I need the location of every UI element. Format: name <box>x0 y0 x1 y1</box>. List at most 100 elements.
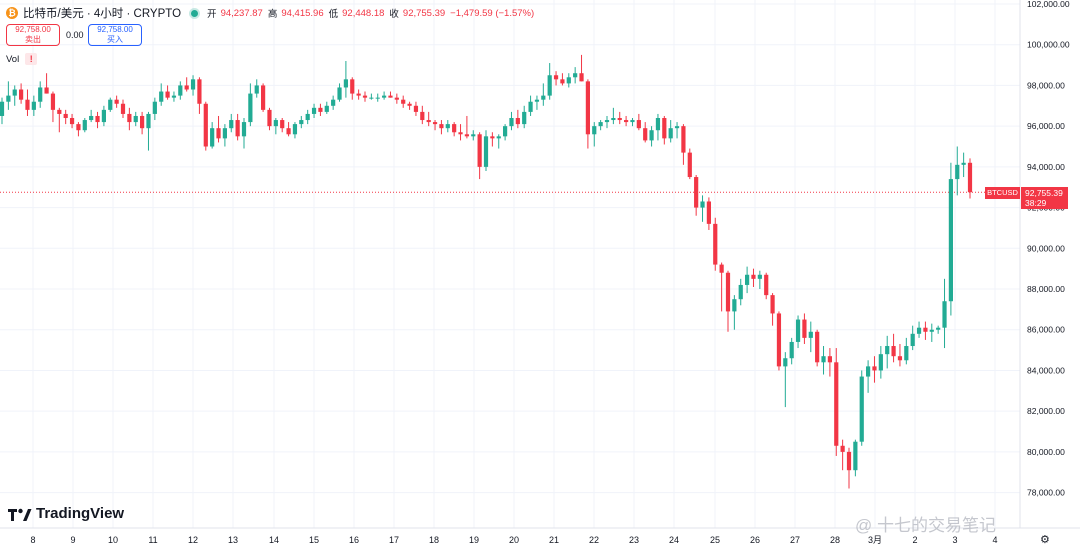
candle <box>617 111 622 125</box>
time-tick-label: 19 <box>469 535 479 545</box>
time-tick-label: 15 <box>309 535 319 545</box>
candle <box>674 122 680 139</box>
candle-body <box>585 81 590 135</box>
candle-body <box>910 333 915 347</box>
candle <box>140 111 145 135</box>
candle-body <box>210 128 215 147</box>
time-tick-label: 24 <box>669 535 679 545</box>
candle-body <box>458 132 463 135</box>
candle <box>834 348 839 456</box>
candle <box>267 107 272 131</box>
candle <box>573 67 578 84</box>
candle-body <box>522 111 527 125</box>
candle-body <box>815 331 820 363</box>
time-tick-label: 12 <box>188 535 198 545</box>
candle <box>859 370 864 446</box>
candle <box>725 270 731 332</box>
candle <box>553 71 559 86</box>
candle-body <box>808 331 813 338</box>
price-tick-label: 82,000.00 <box>1027 406 1065 416</box>
candle-body <box>82 120 87 131</box>
candle <box>948 162 953 316</box>
candle-body <box>343 79 348 88</box>
candle <box>426 111 431 127</box>
candle-body <box>674 126 680 129</box>
candle <box>184 77 189 92</box>
time-tick-label: 3 <box>952 535 957 545</box>
candle-body <box>560 79 565 84</box>
candle-body <box>496 136 501 139</box>
candle <box>732 295 737 330</box>
candle <box>299 115 304 129</box>
price-axis[interactable]: 78,000.00 80,000.00 82,000.00 84,000.00 86,0… <box>1027 0 1070 498</box>
candle <box>585 79 590 149</box>
candle-body <box>305 113 310 121</box>
candle-body <box>57 109 62 114</box>
candle-body <box>936 327 941 330</box>
candle <box>95 111 100 129</box>
candle-body <box>140 115 145 129</box>
candle-body <box>840 445 845 452</box>
tradingview-logo[interactable]: TradingView <box>8 505 124 522</box>
sell-button[interactable]: 92,758.00 卖出 <box>6 24 60 46</box>
candle <box>171 91 177 102</box>
candle-body <box>120 103 126 114</box>
candle-body <box>152 101 157 114</box>
candle-body <box>706 201 711 224</box>
candle <box>38 81 43 108</box>
candle-body <box>624 120 629 123</box>
candle <box>541 83 546 106</box>
time-tick-label: 9 <box>70 535 75 545</box>
candle <box>655 113 661 141</box>
volume-label: Vol <box>6 53 20 65</box>
candle <box>955 146 960 196</box>
candle-body <box>318 107 323 112</box>
candle-body <box>165 91 170 98</box>
candle <box>89 109 94 123</box>
candle-body <box>69 118 75 125</box>
candle <box>261 83 266 112</box>
candle-body <box>738 284 743 300</box>
symbol-title[interactable]: 比特币/美元 · 4小时 · CRYPTO <box>23 8 182 20</box>
candle-body <box>534 99 540 102</box>
candle <box>401 95 406 108</box>
candle <box>133 111 138 127</box>
last-price-value: 92,755.39 <box>1025 188 1063 198</box>
candle <box>483 130 489 171</box>
candle-body <box>159 91 164 102</box>
time-tick-label: 22 <box>589 535 599 545</box>
candle <box>25 89 30 116</box>
candle <box>630 118 635 127</box>
candle-body <box>776 313 782 367</box>
candle-body <box>178 85 183 96</box>
warning-icon[interactable]: ! <box>25 53 38 65</box>
open-value: 94,237.87 <box>220 7 263 19</box>
candle-body <box>407 103 412 106</box>
candle <box>452 122 457 137</box>
candle-body <box>190 79 196 90</box>
candle <box>579 54 584 82</box>
gear-icon[interactable]: ⚙ <box>1040 534 1050 546</box>
low-label: 低 <box>328 9 339 20</box>
candle-body <box>426 120 431 123</box>
candle-body <box>292 124 298 135</box>
candle-body <box>50 93 56 110</box>
candle <box>745 266 750 294</box>
candle-body <box>783 358 788 367</box>
candle <box>522 105 527 129</box>
candle <box>318 103 323 116</box>
time-tick-label: 16 <box>349 535 359 545</box>
volume-legend[interactable]: Vol ! <box>6 53 38 65</box>
buy-button[interactable]: 92,758.00 买入 <box>88 24 142 46</box>
candle-body <box>872 366 877 371</box>
candle <box>12 85 17 106</box>
candle <box>50 91 56 123</box>
candle <box>700 195 705 222</box>
candle-body <box>515 118 520 125</box>
time-axis[interactable]: 8 9 10 11 12 13 14 15 16 17 18 19 20 21 22 23 24 25 26 27 28… <box>30 535 997 545</box>
candle <box>375 93 380 102</box>
candle-body <box>732 299 737 312</box>
candle-body <box>254 85 259 94</box>
candle-body <box>929 329 934 332</box>
